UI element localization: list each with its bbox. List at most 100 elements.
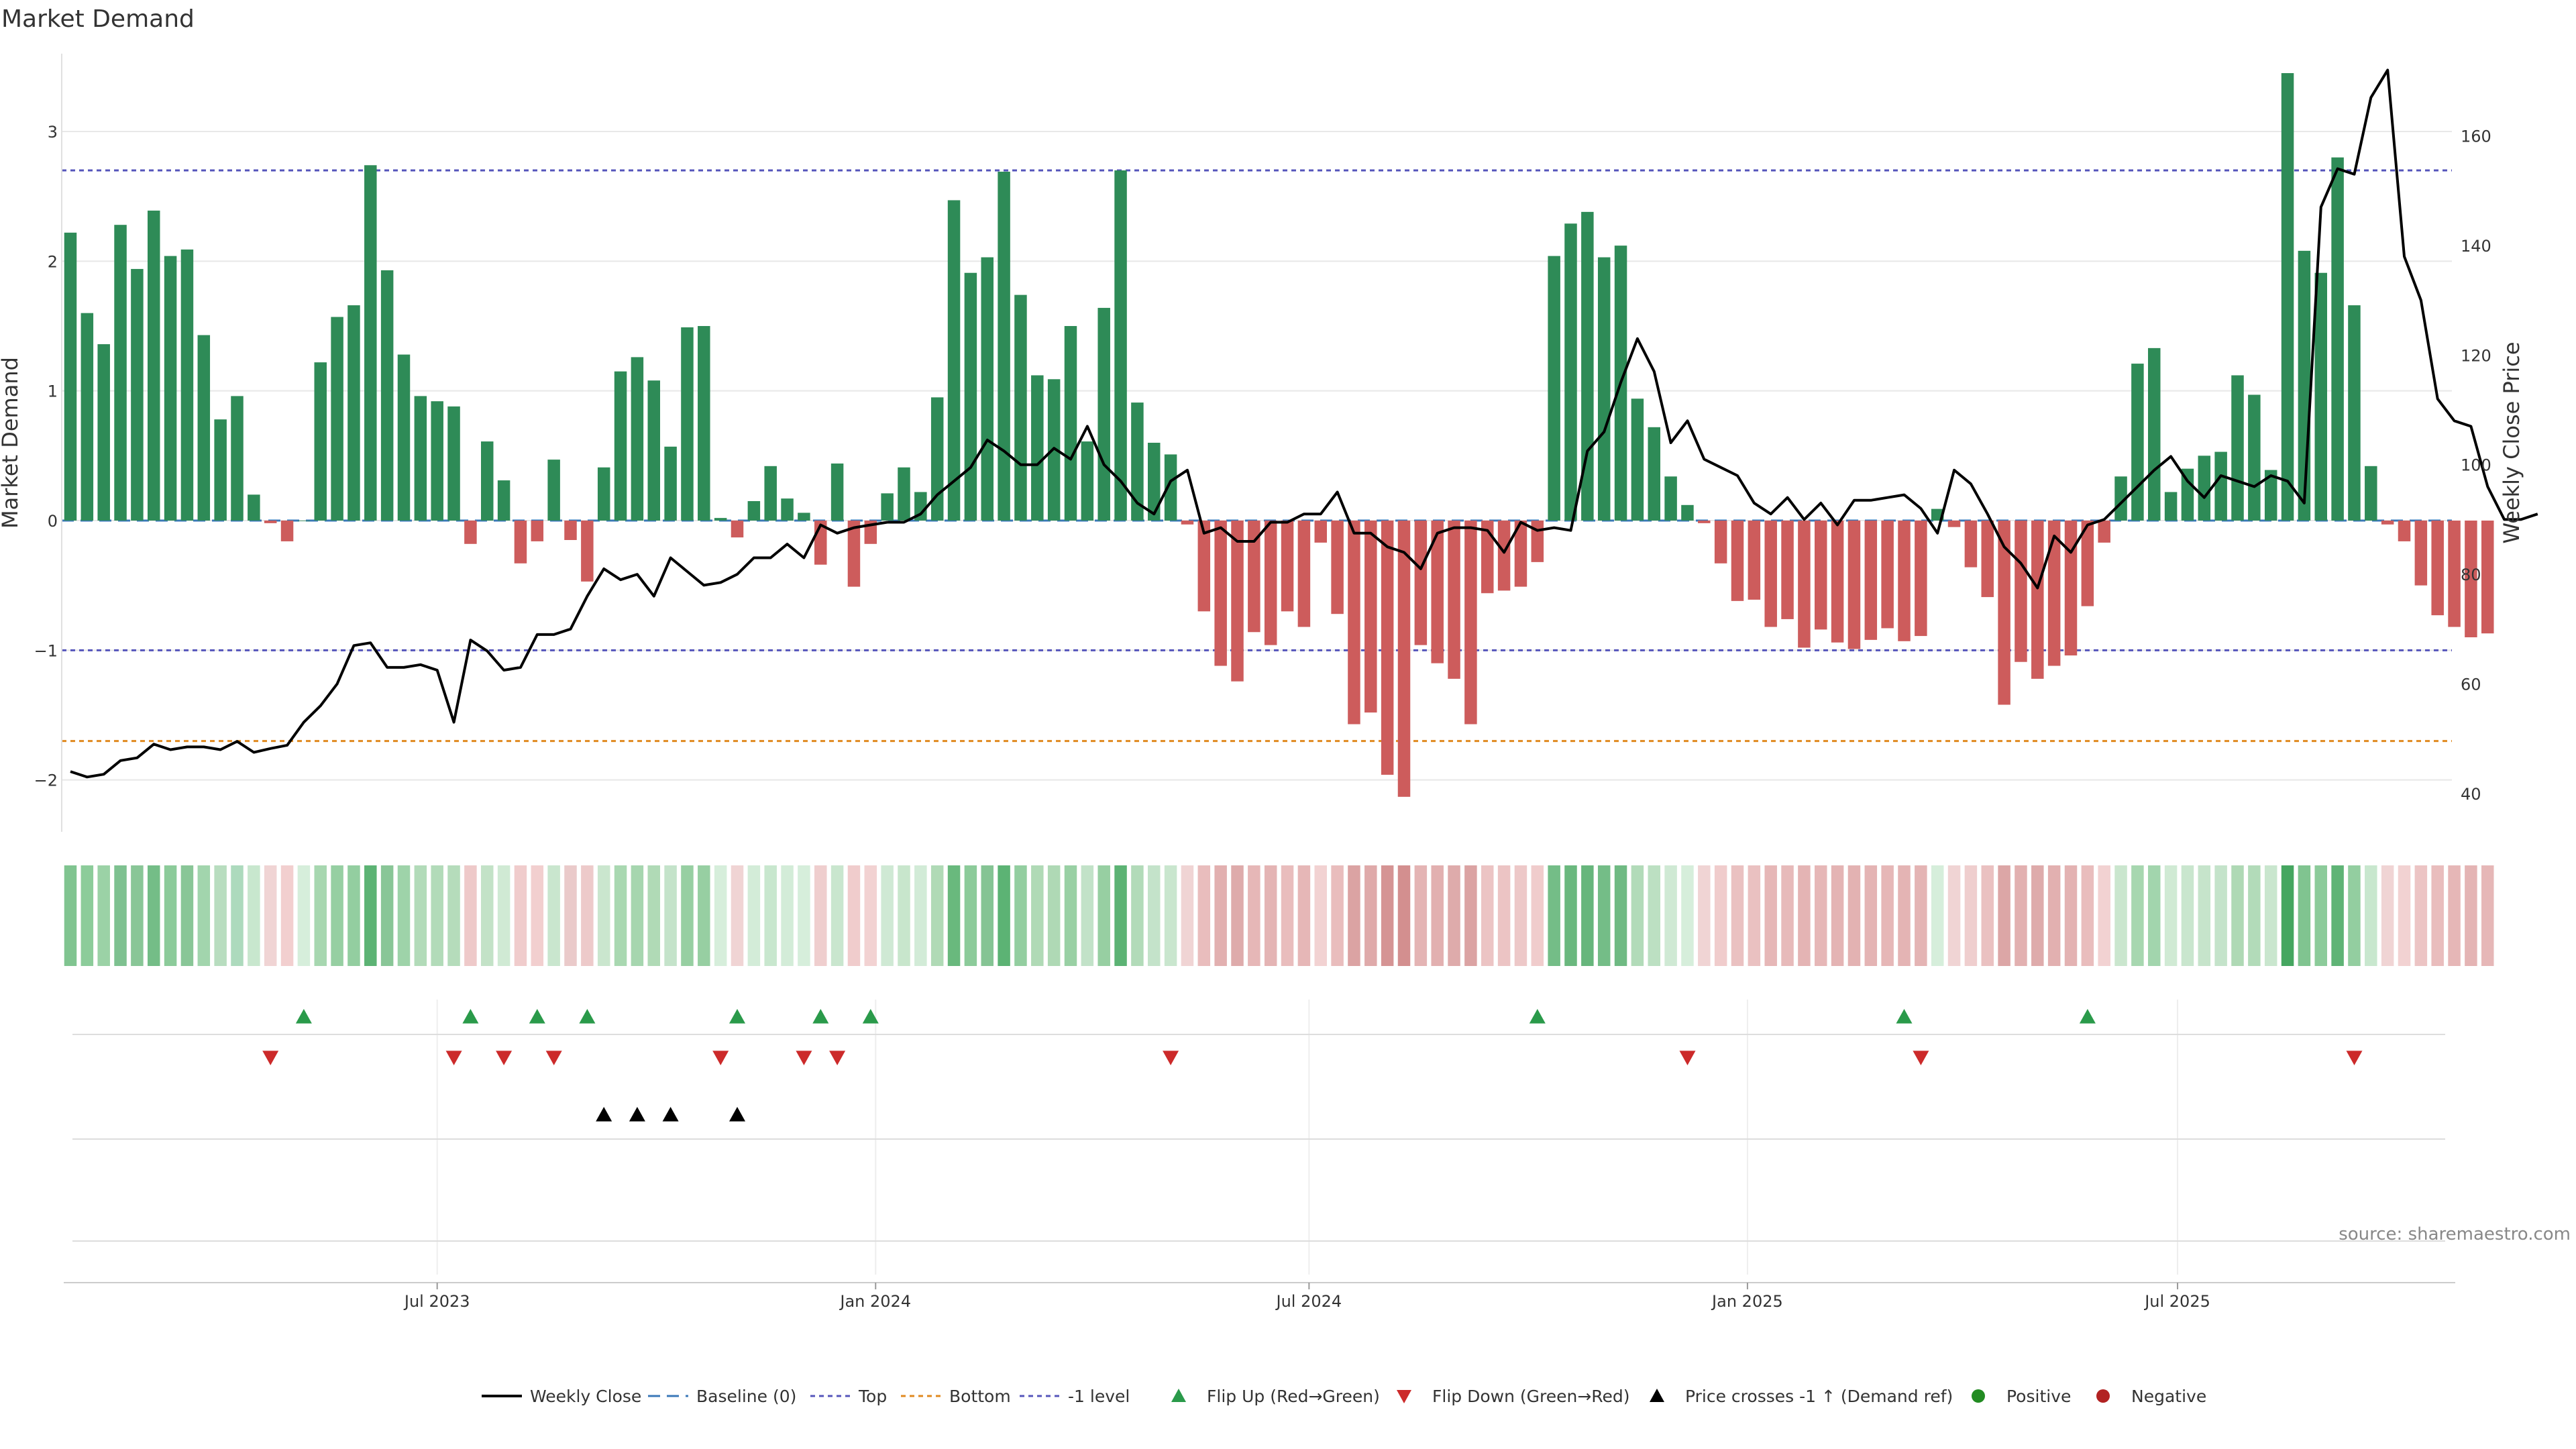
demand-bar	[1847, 521, 1861, 649]
legend-label-bottom: Bottom	[949, 1387, 1011, 1406]
demand-bar	[1181, 521, 1194, 525]
demand-bar	[447, 406, 460, 521]
demand-bar	[1414, 521, 1428, 645]
heat-cell	[1131, 865, 1144, 966]
demand-bar	[664, 446, 677, 521]
heat-cell	[1281, 865, 1294, 966]
legend-label-top: Top	[858, 1387, 887, 1406]
heat-cell	[914, 865, 927, 966]
flip-down-marker	[545, 1051, 562, 1065]
heat-cell	[2181, 865, 2194, 966]
demand-bar	[698, 326, 710, 521]
legend-swatch-positive	[1972, 1389, 1985, 1403]
axes: 3 2 1 0 −1 −2 160 140 120 100 80 60 40 Jul 2023 Jan 20…	[34, 54, 2491, 1311]
heat-cell	[2214, 865, 2227, 966]
heat-cell	[664, 865, 677, 966]
heat-cell	[998, 865, 1010, 966]
heat-cell	[447, 865, 460, 966]
demand-bar	[2081, 521, 2094, 606]
heat-cell	[864, 865, 877, 966]
demand-bar	[2264, 470, 2277, 521]
heat-cell	[764, 865, 777, 966]
demand-bar	[1881, 521, 1894, 629]
flip-down-marker	[496, 1051, 513, 1065]
y-tick-label-left: 1	[48, 382, 58, 401]
heat-cell	[2348, 865, 2361, 966]
demand-bar	[464, 521, 477, 544]
demand-bar	[2114, 476, 2127, 521]
heat-cell	[1314, 865, 1327, 966]
demand-bar	[1264, 521, 1277, 645]
heat-cell	[798, 865, 810, 966]
demand-bar	[1731, 521, 1744, 601]
demand-bar	[1348, 521, 1360, 724]
heat-cell	[248, 865, 260, 966]
flip-up-marker	[579, 1009, 596, 1024]
heat-cell	[2148, 865, 2161, 966]
demand-bar	[2131, 364, 2144, 521]
demand-bar	[2248, 394, 2261, 521]
heat-cell	[114, 865, 127, 966]
x-tick-label: Jul 2023	[403, 1292, 470, 1311]
demand-bar	[248, 494, 260, 521]
event-markers	[262, 1009, 2363, 1122]
chart-title: Market Demand	[1, 5, 195, 33]
demand-bar	[731, 521, 744, 538]
x-tick-label: Jan 2024	[839, 1292, 911, 1311]
demand-bar	[2398, 521, 2411, 541]
heat-cell	[1014, 865, 1027, 966]
heat-cell	[647, 865, 660, 966]
demand-bar	[1581, 211, 1594, 521]
demand-bar	[631, 357, 644, 521]
heat-cell	[898, 865, 910, 966]
heat-cell	[2281, 865, 2294, 966]
heat-cell	[514, 865, 527, 966]
heat-cell	[830, 865, 844, 966]
heat-cell	[2081, 865, 2094, 966]
heat-cell	[1064, 865, 1077, 966]
demand-bar	[2414, 521, 2428, 586]
heat-cell	[347, 865, 360, 966]
demand-bar	[2231, 375, 2244, 521]
demand-bar	[1331, 521, 1344, 614]
price-cross-marker	[596, 1107, 612, 1122]
heat-cell	[2015, 865, 2027, 966]
heat-cell	[1964, 865, 1978, 966]
heat-cell	[731, 865, 744, 966]
demand-bar	[314, 362, 327, 521]
flip-up-marker	[462, 1009, 479, 1024]
heat-cell	[1648, 865, 1660, 966]
demand-bar	[1148, 443, 1161, 521]
demand-bar	[97, 344, 110, 521]
heat-cell	[2314, 865, 2327, 966]
legend-label-baseline: Baseline (0)	[696, 1387, 796, 1406]
heat-cell	[1164, 865, 1177, 966]
demand-bar	[1497, 521, 1511, 591]
flip-up-marker	[2079, 1009, 2096, 1024]
heat-cell	[431, 865, 443, 966]
demand-bar	[1831, 521, 1844, 643]
demand-bar	[781, 498, 794, 521]
demand-bar	[2064, 521, 2078, 656]
heat-cell	[1597, 865, 1611, 966]
heat-cell	[531, 865, 544, 966]
demand-bar	[1531, 521, 1544, 562]
heat-cell	[1548, 865, 1560, 966]
flip-down-marker	[829, 1051, 846, 1065]
demand-bar	[1248, 521, 1260, 633]
heat-cell	[1497, 865, 1511, 966]
demand-bar	[1781, 521, 1794, 619]
demand-bar	[881, 493, 894, 521]
demand-bar	[1698, 521, 1711, 523]
y-tick-label-left: −1	[34, 641, 58, 660]
heat-cell	[930, 865, 944, 966]
y-tick-label-left: 3	[48, 123, 58, 142]
flip-up-marker	[729, 1009, 745, 1024]
demand-bar	[214, 419, 227, 521]
demand-bar	[830, 463, 844, 521]
x-tick-label: Jul 2024	[1275, 1292, 1342, 1311]
heat-cell	[1698, 865, 1711, 966]
demand-bar	[1164, 454, 1177, 521]
